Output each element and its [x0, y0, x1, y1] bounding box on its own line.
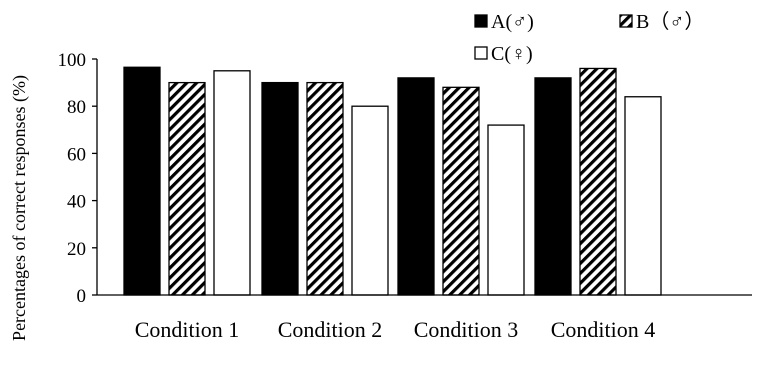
bar-2-1 — [168, 81, 206, 296]
bar-3-2 — [351, 105, 389, 296]
bar-3-4 — [624, 96, 662, 296]
legend-label-2: B（♂） — [636, 10, 704, 33]
bar-1-2 — [261, 81, 299, 296]
y-tick-label: 40 — [67, 192, 86, 213]
y-tick-label: 80 — [67, 97, 86, 118]
x-category-label: Condition 2 — [278, 317, 383, 342]
bar-1-3 — [397, 77, 435, 296]
bar-3-3 — [487, 124, 525, 296]
legend-swatch-3 — [474, 46, 488, 60]
x-category-label: Condition 1 — [135, 317, 240, 342]
legend-label-1: A(♂) — [491, 11, 534, 33]
x-category-label: Condition 3 — [414, 317, 519, 342]
x-category-label: Condition 4 — [551, 317, 656, 342]
y-tick-label: 20 — [67, 239, 86, 260]
bar-2-4 — [579, 67, 617, 296]
legend-swatch-1 — [474, 14, 488, 28]
bar-2-3 — [442, 86, 480, 296]
bar-1-4 — [534, 77, 572, 296]
y-axis-label: Percentages of correct responses (%) — [9, 75, 30, 341]
legend-label-3: C(♀) — [491, 43, 533, 65]
y-tick-label: 100 — [58, 50, 87, 71]
bar-1-1 — [123, 66, 161, 296]
bar-2-2 — [306, 81, 344, 296]
legend: A(♂) B（♂） C(♀) — [474, 10, 704, 65]
y-tick-label: 60 — [67, 144, 86, 165]
bar-3-1 — [213, 70, 251, 296]
legend-swatch-2 — [619, 14, 633, 28]
plot-area: 0 20 40 60 80 100 Condition 1 Condition 2 Condit… — [58, 50, 752, 342]
y-tick-label: 0 — [77, 286, 87, 307]
